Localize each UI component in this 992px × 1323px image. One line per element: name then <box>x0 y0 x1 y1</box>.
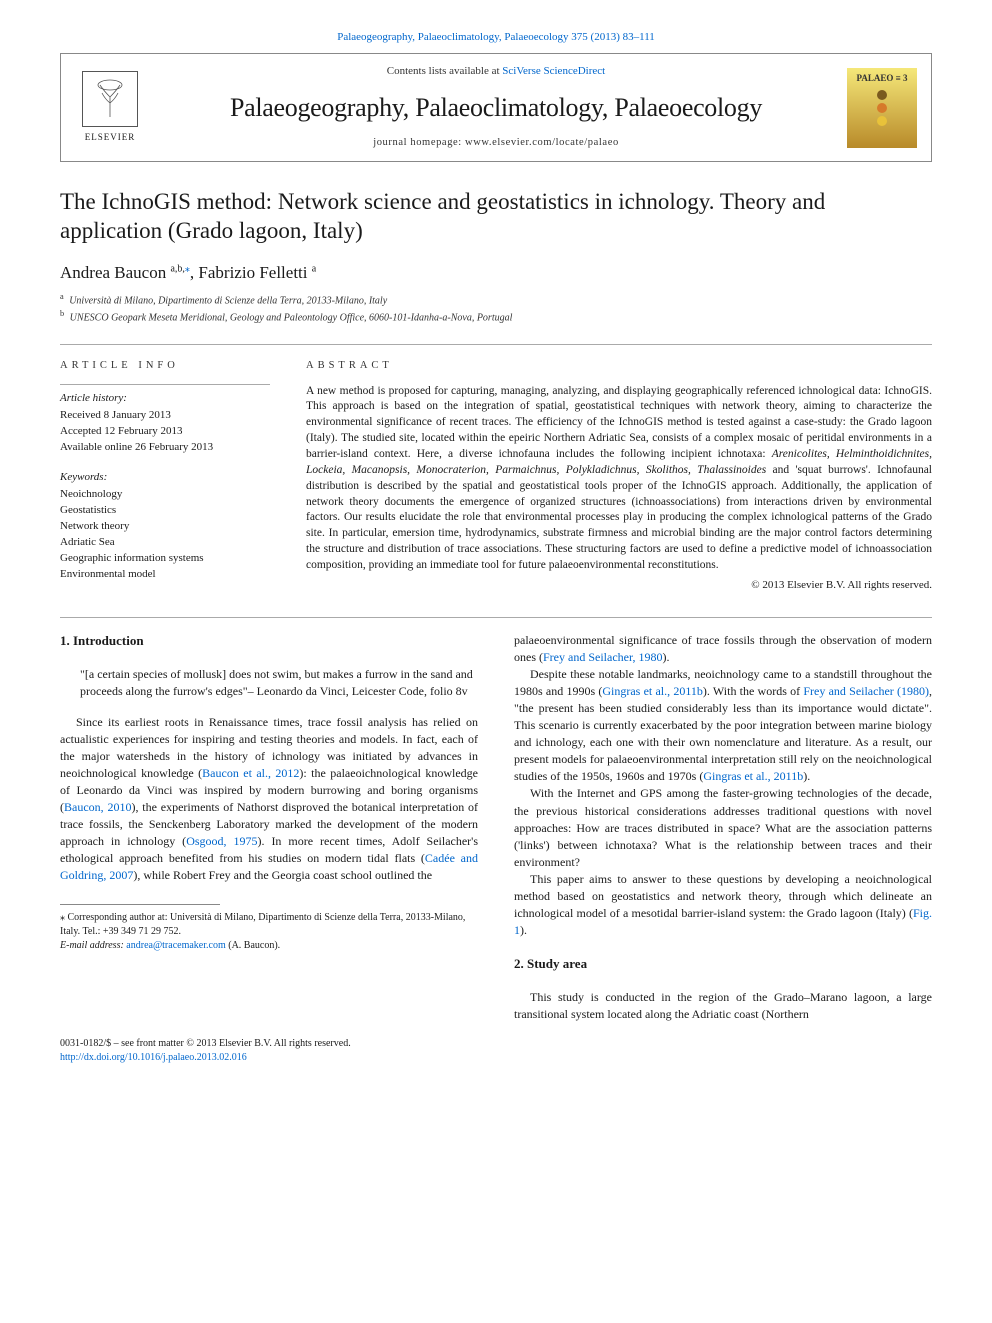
keyword: Network theory <box>60 519 270 535</box>
affil-text: Università di Milano, Dipartimento di Sc… <box>67 295 387 306</box>
left-column: 1. Introduction "[a certain species of m… <box>60 632 478 1023</box>
journal-title: Palaeogeography, Palaeoclimatology, Pala… <box>163 90 829 126</box>
section-heading: 1. Introduction <box>60 632 478 650</box>
journal-header: ELSEVIER Contents lists available at Sci… <box>60 53 932 161</box>
divider <box>60 344 932 345</box>
affiliations: a Università di Milano, Dipartimento di … <box>60 291 932 326</box>
dot-icon <box>877 90 887 100</box>
text-run: ). <box>803 769 810 783</box>
affil-sup: b <box>60 309 64 318</box>
elsevier-logo: ELSEVIER <box>75 68 145 148</box>
contents-prefix: Contents lists available at <box>387 65 502 77</box>
citation-link[interactable]: Baucon, 2010 <box>64 800 131 814</box>
author-name: Andrea Baucon <box>60 263 170 282</box>
email-footnote: E-mail address: andrea@tracemaker.com (A… <box>60 939 478 953</box>
info-divider <box>60 384 270 385</box>
history-item: Accepted 12 February 2013 <box>60 424 270 440</box>
text-run: ). <box>520 923 527 937</box>
elsevier-text: ELSEVIER <box>85 131 136 144</box>
dot-icon <box>877 116 887 126</box>
palaeo-badge-text: PALAEO ≡ 3 <box>857 72 908 85</box>
keyword: Geographic information systems <box>60 551 270 567</box>
keyword: Adriatic Sea <box>60 535 270 551</box>
journal-reference: Palaeogeography, Palaeoclimatology, Pala… <box>60 30 932 45</box>
keywords-label: Keywords: <box>60 470 270 485</box>
abstract-copyright: © 2013 Elsevier B.V. All rights reserved… <box>306 578 932 593</box>
email-who: (A. Baucon). <box>226 940 280 951</box>
keyword: Neoichnology <box>60 487 270 503</box>
author-name: Fabrizio Felletti <box>198 263 311 282</box>
paragraph: Since its earliest roots in Renaissance … <box>60 714 478 884</box>
corresponding-footnote: ⁎ Corresponding author at: Università di… <box>60 911 478 939</box>
citation-link[interactable]: Baucon et al., 2012 <box>202 766 299 780</box>
header-center: Contents lists available at SciVerse Sci… <box>163 64 829 150</box>
paragraph: With the Internet and GPS among the fast… <box>514 785 932 870</box>
footer-left: 0031-0182/$ – see front matter © 2013 El… <box>60 1037 351 1065</box>
email-link[interactable]: andrea@tracemaker.com <box>126 940 225 951</box>
epigraph-quote: "[a certain species of mollusk] does not… <box>80 666 478 700</box>
divider <box>60 617 932 618</box>
journal-homepage: journal homepage: www.elsevier.com/locat… <box>163 136 829 151</box>
page-footer: 0031-0182/$ – see front matter © 2013 El… <box>60 1037 932 1065</box>
article-info: article info Article history: Received 8… <box>60 359 270 593</box>
text-run: This paper aims to answer to these quest… <box>514 872 932 920</box>
section-heading: 2. Study area <box>514 955 932 973</box>
affil-text: UNESCO Geopark Meseta Meridional, Geolog… <box>67 313 512 324</box>
front-matter-line: 0031-0182/$ – see front matter © 2013 El… <box>60 1037 351 1051</box>
contents-line: Contents lists available at SciVerse Sci… <box>163 64 829 79</box>
history-item: Available online 26 February 2013 <box>60 440 270 456</box>
citation-link[interactable]: Osgood, 1975 <box>186 834 257 848</box>
doi-link[interactable]: http://dx.doi.org/10.1016/j.palaeo.2013.… <box>60 1052 247 1063</box>
text-run: ), while Robert Frey and the Georgia coa… <box>133 868 432 882</box>
history-label: Article history: <box>60 391 270 406</box>
citation-link[interactable]: Gingras et al., 2011b <box>703 769 803 783</box>
sciencedirect-link[interactable]: SciVerse ScienceDirect <box>502 65 605 77</box>
info-heading: article info <box>60 359 270 374</box>
citation-link[interactable]: Frey and Seilacher (1980) <box>803 684 929 698</box>
text-run: ). <box>662 650 669 664</box>
authors: Andrea Baucon a,b,⁎, Fabrizio Felletti a <box>60 261 932 285</box>
keyword: Geostatistics <box>60 503 270 519</box>
abstract-heading: abstract <box>306 359 932 374</box>
abstract-text: A new method is proposed for capturing, … <box>306 384 932 574</box>
author-affil-sup: a,b, <box>170 264 184 275</box>
affil-sup: a <box>60 292 64 301</box>
palaeo-dots <box>877 90 887 126</box>
palaeo-badge: PALAEO ≡ 3 <box>847 68 917 148</box>
paragraph: Despite these notable landmarks, neoichn… <box>514 666 932 785</box>
footnote-separator <box>60 904 220 905</box>
abstract-span: and 'squat burrows'. Ichnofaunal distrib… <box>306 464 932 571</box>
body-columns: 1. Introduction "[a certain species of m… <box>60 632 932 1023</box>
right-column: palaeoenvironmental significance of trac… <box>514 632 932 1023</box>
citation-link[interactable]: Gingras et al., 2011b <box>602 684 703 698</box>
citation-link[interactable]: Frey and Seilacher, 1980 <box>543 650 662 664</box>
paragraph: This study is conducted in the region of… <box>514 989 932 1023</box>
article-title: The IchnoGIS method: Network science and… <box>60 188 932 246</box>
text-run: ). With the words of <box>703 684 803 698</box>
paragraph: palaeoenvironmental significance of trac… <box>514 632 932 666</box>
dot-icon <box>877 103 887 113</box>
elsevier-tree-icon <box>82 71 138 127</box>
info-abstract-row: article info Article history: Received 8… <box>60 359 932 593</box>
history-item: Received 8 January 2013 <box>60 408 270 424</box>
keyword: Environmental model <box>60 567 270 583</box>
abstract: abstract A new method is proposed for ca… <box>306 359 932 593</box>
paragraph: This paper aims to answer to these quest… <box>514 871 932 939</box>
author-affil-sup: a <box>312 264 316 275</box>
email-label: E-mail address: <box>60 940 126 951</box>
